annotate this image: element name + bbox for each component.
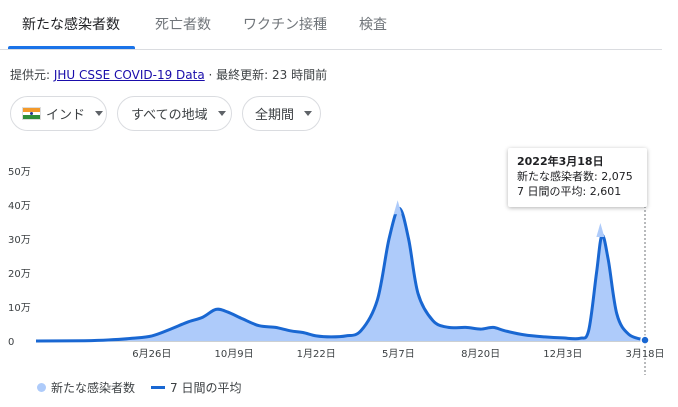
x-tick-label: 10月9日 (214, 348, 253, 360)
active-tab-indicator (8, 46, 135, 49)
y-tick-label: 40万 (8, 201, 31, 212)
tab-tests[interactable]: 検査 (359, 17, 387, 33)
average-legend-swatch (151, 386, 166, 389)
period-filter-chip[interactable]: 全期間 (242, 96, 321, 131)
new-cases-legend-swatch (37, 383, 46, 392)
x-tick-label: 12月3日 (543, 348, 582, 360)
region-filter-chip[interactable]: すべての地域 (117, 96, 232, 131)
source-prefix: 提供元: (10, 68, 54, 82)
legend-average: 7 日間の平均 (170, 381, 242, 395)
country-label: インド (46, 108, 86, 123)
x-axis: 6月26日 10月9日 1月22日 5月7日 8月20日 12月3日 3月18日 (132, 348, 664, 360)
y-tick-label: 10万 (8, 303, 31, 314)
cases-chart[interactable]: 0 10万 20万 30万 40万 50万 6月26日 10月9日 1月22日 5月7日 8月20… (0, 150, 678, 375)
tooltip-average: 7 日間の平均: 2,601 (517, 185, 622, 198)
chevron-down-icon (304, 111, 313, 116)
source-separator: · (204, 68, 217, 82)
tooltip-date: 2022年3月18日 (517, 155, 604, 168)
x-tick-label: 6月26日 (132, 348, 171, 360)
chevron-down-icon (217, 111, 226, 116)
x-tick-label: 1月22日 (297, 348, 336, 360)
y-axis: 0 10万 20万 30万 40万 50万 (8, 167, 31, 348)
y-tick-label: 30万 (8, 235, 31, 246)
chevron-down-icon (95, 111, 104, 116)
seven-day-average-line (35, 206, 646, 343)
x-tick-label: 3月18日 (625, 348, 664, 360)
y-tick-label: 0 (8, 337, 14, 348)
source-link[interactable]: JHU CSSE COVID-19 Data (53, 68, 205, 82)
data-source: 提供元: JHU CSSE COVID-19 Data · 最終更新: 23 時… (10, 66, 327, 83)
chart-legend: 新たな感染者数 7 日間の平均 (37, 379, 241, 396)
legend-new-cases: 新たな感染者数 (51, 381, 136, 395)
metric-tabs: 新たな感染者数 死亡者数 ワクチン接種 検査 (0, 0, 662, 50)
y-tick-label: 50万 (8, 167, 31, 178)
region-label: すべての地域 (131, 108, 208, 123)
tooltip-cases: 新たな感染者数: 2,075 (517, 170, 633, 183)
hover-point (640, 335, 650, 345)
tab-vaccinations[interactable]: ワクチン接種 (243, 17, 327, 33)
tab-new-cases[interactable]: 新たな感染者数 (22, 17, 120, 33)
case-spikes (393, 200, 605, 238)
new-cases-area (36, 208, 645, 341)
last-updated: 最終更新: 23 時間前 (216, 68, 328, 82)
y-tick-label: 20万 (8, 269, 31, 280)
period-label: 全期間 (255, 108, 295, 123)
x-tick-label: 5月7日 (382, 348, 415, 360)
chart-tooltip: 2022年3月18日 新たな感染者数: 2,075 7 日間の平均: 2,601 (508, 148, 647, 207)
india-flag-icon (22, 107, 41, 120)
country-filter-chip[interactable]: インド (10, 96, 107, 131)
case-peak-spike (393, 200, 402, 215)
case-peak-spike (596, 223, 605, 238)
tab-deaths[interactable]: 死亡者数 (155, 17, 211, 33)
x-tick-label: 8月20日 (461, 348, 500, 360)
